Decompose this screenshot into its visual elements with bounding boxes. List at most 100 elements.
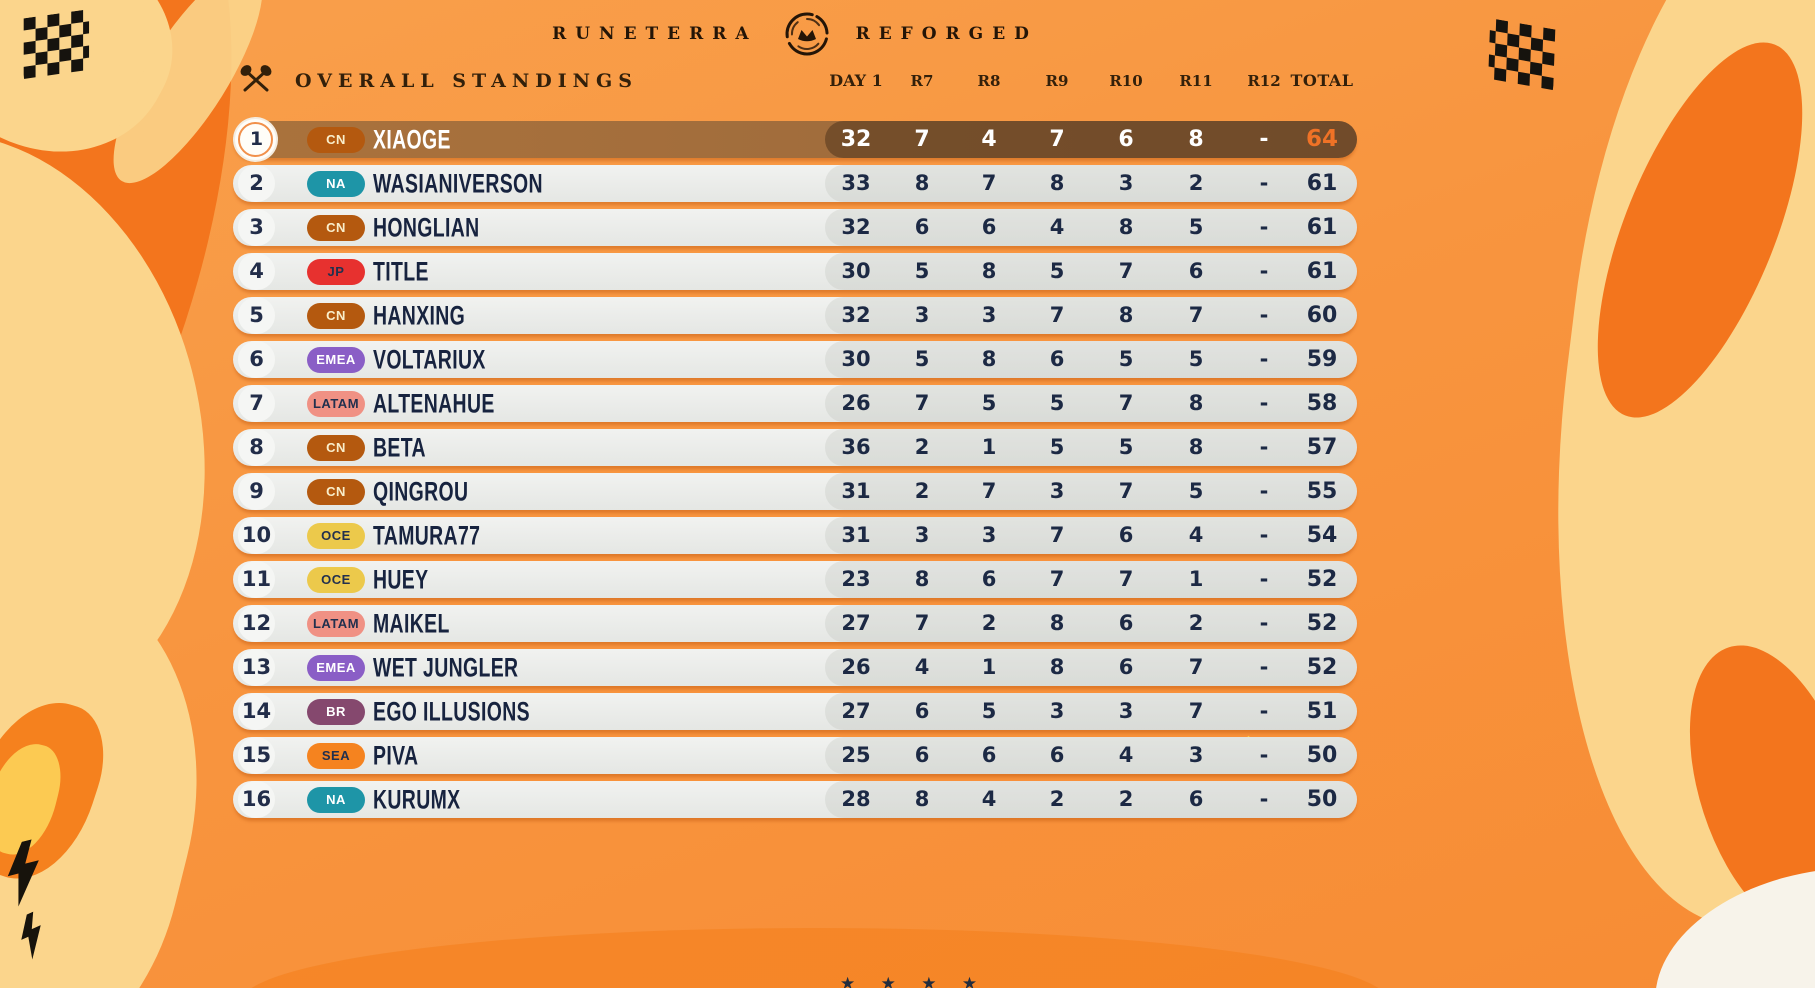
score-cell: 36 [841,435,871,459]
standings-row: 3 CN HONGLIAN 32 6 6 4 8 5 - 61 [233,209,1357,246]
score-cell: 8 [1188,435,1204,459]
score-cell: 31 [841,523,871,547]
scores-pill [825,605,1357,642]
standings-row: 12 LATAM MAIKEL 27 7 2 8 6 2 - 52 [233,605,1357,642]
total-score: 61 [1306,259,1338,284]
score-cell: 6 [1118,127,1134,152]
scores-pill [825,341,1357,378]
score-cell: 6 [1118,523,1134,547]
column-header-r9: R9 [1045,72,1069,90]
score-cell: 6 [1049,347,1065,371]
checkered-flag-icon [16,9,98,85]
score-cell: 4 [1049,215,1065,239]
rank-number: 3 [249,215,264,239]
rank-circle [238,781,275,818]
score-cell: 2 [1118,787,1134,811]
player-name: VOLTARIUX [373,344,486,374]
region-badge-cn: CN [307,126,365,153]
region-badge-cn: CN [307,214,365,241]
score-cell: 1 [1188,567,1204,591]
score-cell: 27 [841,611,871,635]
standings-row: 8 CN BETA 36 2 1 5 5 8 - 57 [233,429,1357,466]
scores-pill [825,165,1357,202]
score-cell: 7 [1118,567,1134,591]
total-score: 50 [1306,787,1338,812]
score-cell: 3 [1049,479,1065,503]
player-name: PIVA [373,740,419,770]
score-cell: 3 [914,523,930,547]
total-score: 50 [1306,743,1338,768]
score-cell: 6 [1118,655,1134,679]
score-cell: 8 [981,259,997,283]
total-score: 55 [1306,479,1338,504]
total-score: 61 [1306,171,1338,196]
score-cell: 5 [1118,435,1134,459]
region-badge-na: NA [307,170,365,197]
rank-number: 4 [249,259,264,283]
score-cell: 6 [914,743,930,767]
rank-circle [238,605,275,642]
column-header-r12: R12 [1247,72,1281,90]
score-cell: 6 [981,567,997,591]
scores-pill [825,473,1357,510]
standings-row: 5 CN HANXING 32 3 3 7 8 7 - 60 [233,297,1357,334]
standings-heading: OVERALL STANDINGS [295,70,638,92]
player-name: XIAOGE [373,124,451,154]
score-cell: 8 [1118,215,1134,239]
rank-number: 6 [249,347,264,371]
standings-row: 10 OCE TAMURA77 31 3 3 7 6 4 - 54 [233,517,1357,554]
rank-number: 8 [249,435,264,459]
runeterra-crest-logo [784,11,830,57]
score-cell: 4 [981,787,997,811]
score-cell: - [1259,655,1269,679]
score-cell: 5 [1049,259,1065,283]
column-header-r8: R8 [977,72,1001,90]
standings-row: 16 NA KURUMX 28 8 4 2 2 6 - 50 [233,781,1357,818]
rank-circle [235,119,276,160]
score-cell: 8 [1118,303,1134,327]
score-cell: 7 [1049,523,1065,547]
region-badge-sea: SEA [307,742,365,769]
rank-number: 14 [241,699,272,723]
lightning-bolt-icon [1,839,50,911]
rank-circle [238,473,275,510]
score-cell: 28 [841,787,871,811]
scores-pill [825,693,1357,730]
score-cell: 5 [914,259,930,283]
region-badge-oce: OCE [307,566,365,593]
score-cell: 8 [1188,127,1204,152]
score-cell: - [1259,303,1269,327]
score-cell: 8 [914,171,930,195]
rank-circle [238,649,275,686]
score-cell: 5 [981,391,997,415]
standings-header: OVERALL STANDINGS DAY 1 R7 R8 R9 R10 R11 R12 TO… [233,65,1357,96]
score-cell: 6 [981,215,997,239]
lightning-bolt-icon [13,911,54,963]
scores-pill [825,385,1357,422]
player-name: TAMURA77 [373,520,481,550]
rank-circle [238,693,275,730]
total-score: 61 [1306,215,1338,240]
score-cell: 30 [841,259,871,283]
score-cell: 8 [981,347,997,371]
scores-pill [825,121,1357,158]
score-cell: 1 [981,655,997,679]
score-cell: 31 [841,479,871,503]
total-score: 60 [1306,303,1338,328]
score-cell: 30 [841,347,871,371]
column-header-r7: R7 [910,72,934,90]
scores-pill [825,297,1357,334]
rank-number: 9 [249,479,264,503]
score-cell: 25 [841,743,871,767]
score-cell: - [1259,171,1269,195]
rank-number: 16 [241,787,272,811]
score-cell: 4 [914,655,930,679]
rank-number: 12 [241,611,272,635]
score-cell: 26 [841,391,871,415]
standings-row: 9 CN QINGROU 31 2 7 3 7 5 - 55 [233,473,1357,510]
standings-table: 1 CN XIAOGE 32 7 4 7 6 8-64 2 NA WASIANIVERSO… [233,119,1357,825]
score-cell: 2 [981,611,997,635]
score-cell: 8 [914,567,930,591]
total-score: 52 [1306,567,1338,592]
